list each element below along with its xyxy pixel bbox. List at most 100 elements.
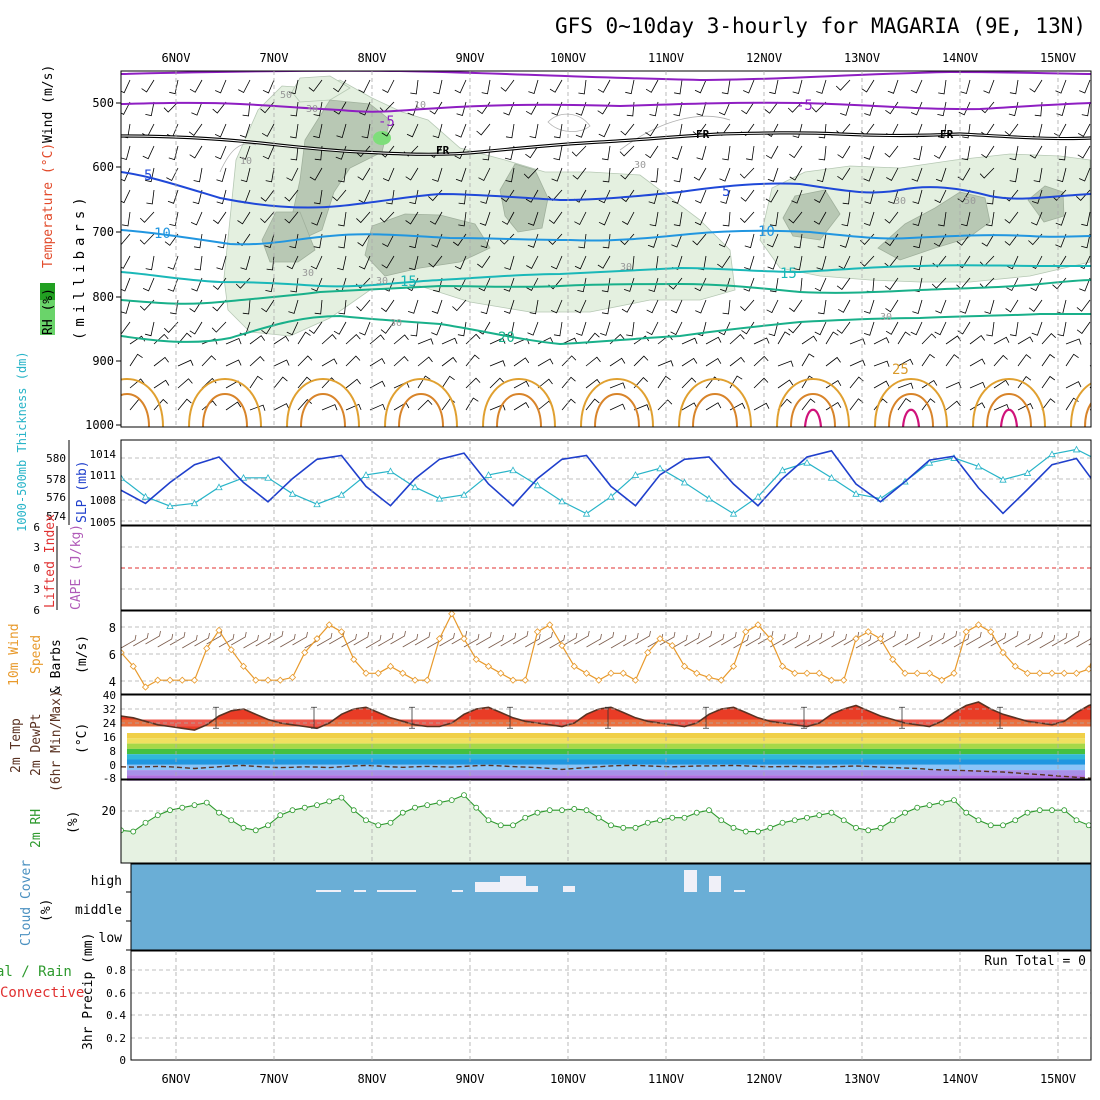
pressure-tick: 900	[92, 354, 114, 368]
wind-barb	[597, 79, 611, 93]
wind-barb	[696, 101, 707, 116]
pressure-series	[121, 445, 1091, 517]
wind10m-panel: 8 6 4 10m Wind Speed & Barbs (m/s)	[7, 610, 1092, 695]
thickness-point	[778, 466, 787, 474]
temperature-contour-25	[188, 378, 262, 427]
wind-speed-point	[239, 662, 248, 670]
wind-barb	[189, 321, 203, 335]
wind-barb	[551, 101, 563, 116]
wind-barb	[290, 145, 299, 161]
wind-barb	[957, 189, 971, 203]
wind-barb	[1078, 123, 1091, 137]
wind-barb	[817, 299, 827, 315]
wind-barb	[1017, 403, 1034, 411]
wind-barb	[504, 255, 515, 271]
wind-barb	[225, 359, 242, 367]
rh-max-spot	[373, 131, 391, 145]
wind-barb	[696, 321, 707, 337]
wind-barb	[313, 101, 323, 117]
wind-barb	[410, 79, 419, 95]
wind-barb	[574, 299, 587, 314]
wind-barb	[194, 255, 203, 271]
wind-barb	[177, 359, 194, 367]
wind-barb	[921, 398, 936, 411]
date-label: 13NOV	[844, 1072, 880, 1086]
wind-barb	[671, 189, 683, 204]
wind-barb	[201, 338, 218, 345]
wind-barb	[753, 377, 769, 389]
precip-tick: 0	[119, 1054, 126, 1067]
wind-barb	[935, 299, 947, 314]
wind-barb	[480, 189, 491, 204]
temperature-contour-25	[678, 378, 752, 427]
wind-barb	[633, 404, 650, 411]
wind-speed-point	[582, 669, 591, 677]
wind-barb	[990, 632, 1007, 647]
wind-barb	[937, 123, 947, 139]
rh-point	[706, 807, 712, 814]
rh-point	[779, 819, 786, 826]
wind-barb	[409, 233, 419, 249]
wind-barb	[381, 255, 395, 269]
wind-barb	[417, 338, 434, 345]
wind-barb	[455, 167, 467, 182]
wind-barb	[168, 145, 179, 161]
rh-point	[448, 797, 455, 804]
wind-speed-point	[595, 676, 603, 684]
wind-barb	[356, 299, 371, 312]
rh-point	[620, 824, 627, 831]
wind-barb	[454, 277, 467, 292]
wind-barb	[753, 402, 770, 411]
wind-barb	[336, 123, 347, 139]
wind-barb	[863, 299, 875, 314]
wind-barb	[1029, 145, 1043, 159]
wind-barb	[393, 356, 409, 367]
wind-barb	[488, 634, 504, 649]
wind-barb	[670, 299, 683, 314]
wind-barb	[239, 123, 251, 138]
rh-point	[265, 822, 271, 829]
wind-speed-point	[668, 642, 676, 650]
wind-barb	[764, 101, 779, 114]
wind-barb	[153, 398, 168, 411]
wind-speed-point	[815, 669, 823, 677]
temperature-contour-25	[286, 378, 360, 427]
wind-barb	[645, 79, 659, 93]
wind-barb	[549, 634, 566, 649]
wind-barb	[505, 167, 515, 183]
precip-panel-frame	[130, 950, 1092, 1061]
cloud-cell	[354, 890, 366, 892]
wind-barb	[393, 334, 409, 345]
cloud-cell	[734, 890, 745, 892]
rh-point	[926, 802, 933, 809]
wind-barb	[1041, 398, 1056, 411]
wind-barb	[684, 632, 700, 647]
wind-barb	[405, 167, 419, 181]
wind-barb	[626, 101, 635, 117]
wind-barb	[718, 321, 731, 336]
wind-speed-point	[399, 669, 407, 677]
wind-speed-point	[203, 644, 211, 652]
date-label: 12NOV	[746, 1072, 782, 1086]
wind-barb	[694, 79, 707, 94]
rh-point	[289, 807, 296, 814]
wind-barb	[577, 277, 587, 293]
wind-barb	[297, 355, 313, 367]
ylabel-speed: Speed	[29, 635, 44, 674]
wind-barb	[980, 101, 995, 114]
wind-barb	[407, 299, 419, 314]
lifted-index-tick: 6	[33, 521, 40, 534]
ylabel-lifted-index: Lifted Index	[43, 514, 58, 608]
wind-barb	[553, 123, 563, 139]
rh-point	[889, 817, 896, 824]
rh2m-tick: 20	[102, 804, 116, 818]
rh-point	[154, 812, 161, 819]
wind-barb	[722, 145, 731, 161]
wind-speed-point	[497, 669, 505, 677]
wind-barb	[657, 375, 671, 389]
wind-barb	[598, 631, 615, 646]
wind-barb	[956, 233, 971, 246]
wind-barb	[571, 145, 587, 157]
wind-barb	[793, 255, 803, 271]
wind-barb	[465, 397, 479, 411]
